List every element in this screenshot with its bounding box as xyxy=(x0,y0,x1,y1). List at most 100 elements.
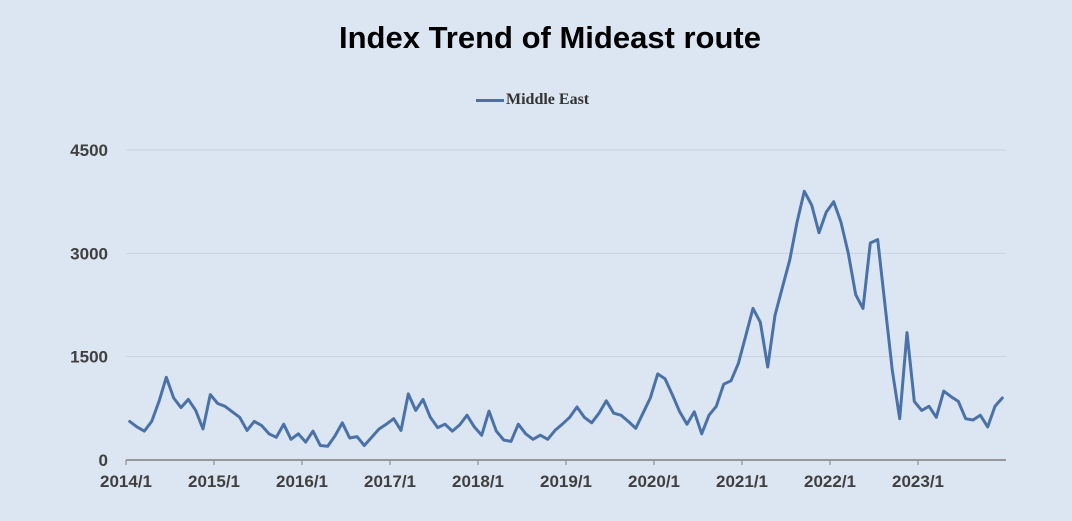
data-point xyxy=(788,259,791,262)
data-point xyxy=(619,414,623,417)
data-point xyxy=(341,421,344,424)
data-point xyxy=(209,393,212,396)
data-point xyxy=(392,417,395,420)
legend: Middle East xyxy=(476,89,589,111)
data-point xyxy=(759,321,762,324)
data-point xyxy=(678,410,681,413)
data-point xyxy=(436,426,439,429)
data-point xyxy=(245,429,249,432)
data-point xyxy=(979,414,982,417)
data-point xyxy=(891,369,894,372)
data-point xyxy=(781,286,784,289)
x-tick-label: 2015/1 xyxy=(188,472,240,491)
legend-label-middle-east: Middle East xyxy=(506,91,590,108)
data-point xyxy=(795,221,799,224)
x-tick-label: 2021/1 xyxy=(716,472,768,491)
x-tick-label: 2020/1 xyxy=(628,472,680,491)
data-point xyxy=(876,238,879,241)
data-point xyxy=(913,400,916,403)
data-point xyxy=(289,438,293,441)
data-point xyxy=(685,423,689,426)
data-point xyxy=(583,416,586,419)
data-point xyxy=(267,432,271,435)
data-point xyxy=(201,427,205,431)
data-point xyxy=(920,409,923,412)
x-tick-label: 2016/1 xyxy=(276,472,328,491)
data-point xyxy=(883,303,887,307)
data-point xyxy=(869,241,872,245)
data-point xyxy=(561,423,564,426)
y-tick-label: 0 xyxy=(99,451,108,470)
data-point xyxy=(737,362,740,365)
data-point xyxy=(165,376,168,379)
data-point xyxy=(135,425,139,429)
data-point xyxy=(612,412,615,415)
data-point xyxy=(715,405,718,408)
data-point xyxy=(407,392,410,396)
data-point xyxy=(729,379,733,382)
data-point xyxy=(839,221,843,224)
data-point xyxy=(157,400,161,403)
data-point xyxy=(634,427,637,430)
data-point xyxy=(671,393,674,396)
data-point xyxy=(304,440,307,444)
x-tick-label: 2023/1 xyxy=(892,472,944,491)
data-point xyxy=(1001,396,1004,400)
data-point xyxy=(414,409,417,412)
data-point xyxy=(348,436,351,440)
data-point xyxy=(458,423,461,427)
data-point xyxy=(656,372,659,376)
y-tick-label: 4500 xyxy=(70,141,108,160)
data-point xyxy=(861,307,865,310)
data-point xyxy=(898,417,901,420)
data-point xyxy=(605,399,608,402)
data-point xyxy=(238,416,241,419)
data-point xyxy=(854,293,857,296)
data-point xyxy=(480,434,483,437)
data-point xyxy=(443,423,447,426)
data-point xyxy=(172,396,175,400)
data-point xyxy=(825,210,828,214)
data-point xyxy=(942,389,945,393)
data-point xyxy=(487,409,491,413)
data-point xyxy=(377,427,381,431)
data-point xyxy=(495,429,498,433)
data-point xyxy=(524,432,527,435)
x-tick-label: 2017/1 xyxy=(364,472,416,491)
data-point xyxy=(766,365,769,369)
data-point xyxy=(260,424,263,427)
data-point xyxy=(385,423,388,426)
data-point xyxy=(421,398,425,401)
series-line-middle-east xyxy=(128,189,1004,448)
data-point xyxy=(590,421,593,424)
data-point xyxy=(949,395,953,398)
data-point xyxy=(546,438,549,441)
data-point xyxy=(539,434,542,437)
x-tick-label: 2014/1 xyxy=(100,472,152,491)
y-tick-label: 1500 xyxy=(70,348,108,367)
data-point xyxy=(993,405,997,408)
data-point xyxy=(575,405,579,409)
data-point xyxy=(187,398,190,401)
data-point xyxy=(216,402,219,405)
data-point xyxy=(231,410,234,413)
data-point xyxy=(722,383,725,386)
data-point xyxy=(517,423,520,426)
data-point xyxy=(282,423,285,426)
x-tick-label: 2019/1 xyxy=(540,472,592,491)
data-point xyxy=(817,231,821,234)
data-point xyxy=(597,412,601,415)
data-point xyxy=(553,429,557,432)
legend-swatch-middle-east xyxy=(476,98,504,102)
data-point xyxy=(275,436,278,439)
data-point xyxy=(832,200,835,203)
data-point xyxy=(194,409,197,412)
data-point xyxy=(370,436,373,439)
data-point xyxy=(429,416,432,419)
data-point xyxy=(700,432,703,435)
data-point xyxy=(150,420,153,423)
data-point xyxy=(297,432,300,435)
data-point xyxy=(905,331,909,334)
chart-title: Index Trend of Mideast route xyxy=(339,20,761,55)
